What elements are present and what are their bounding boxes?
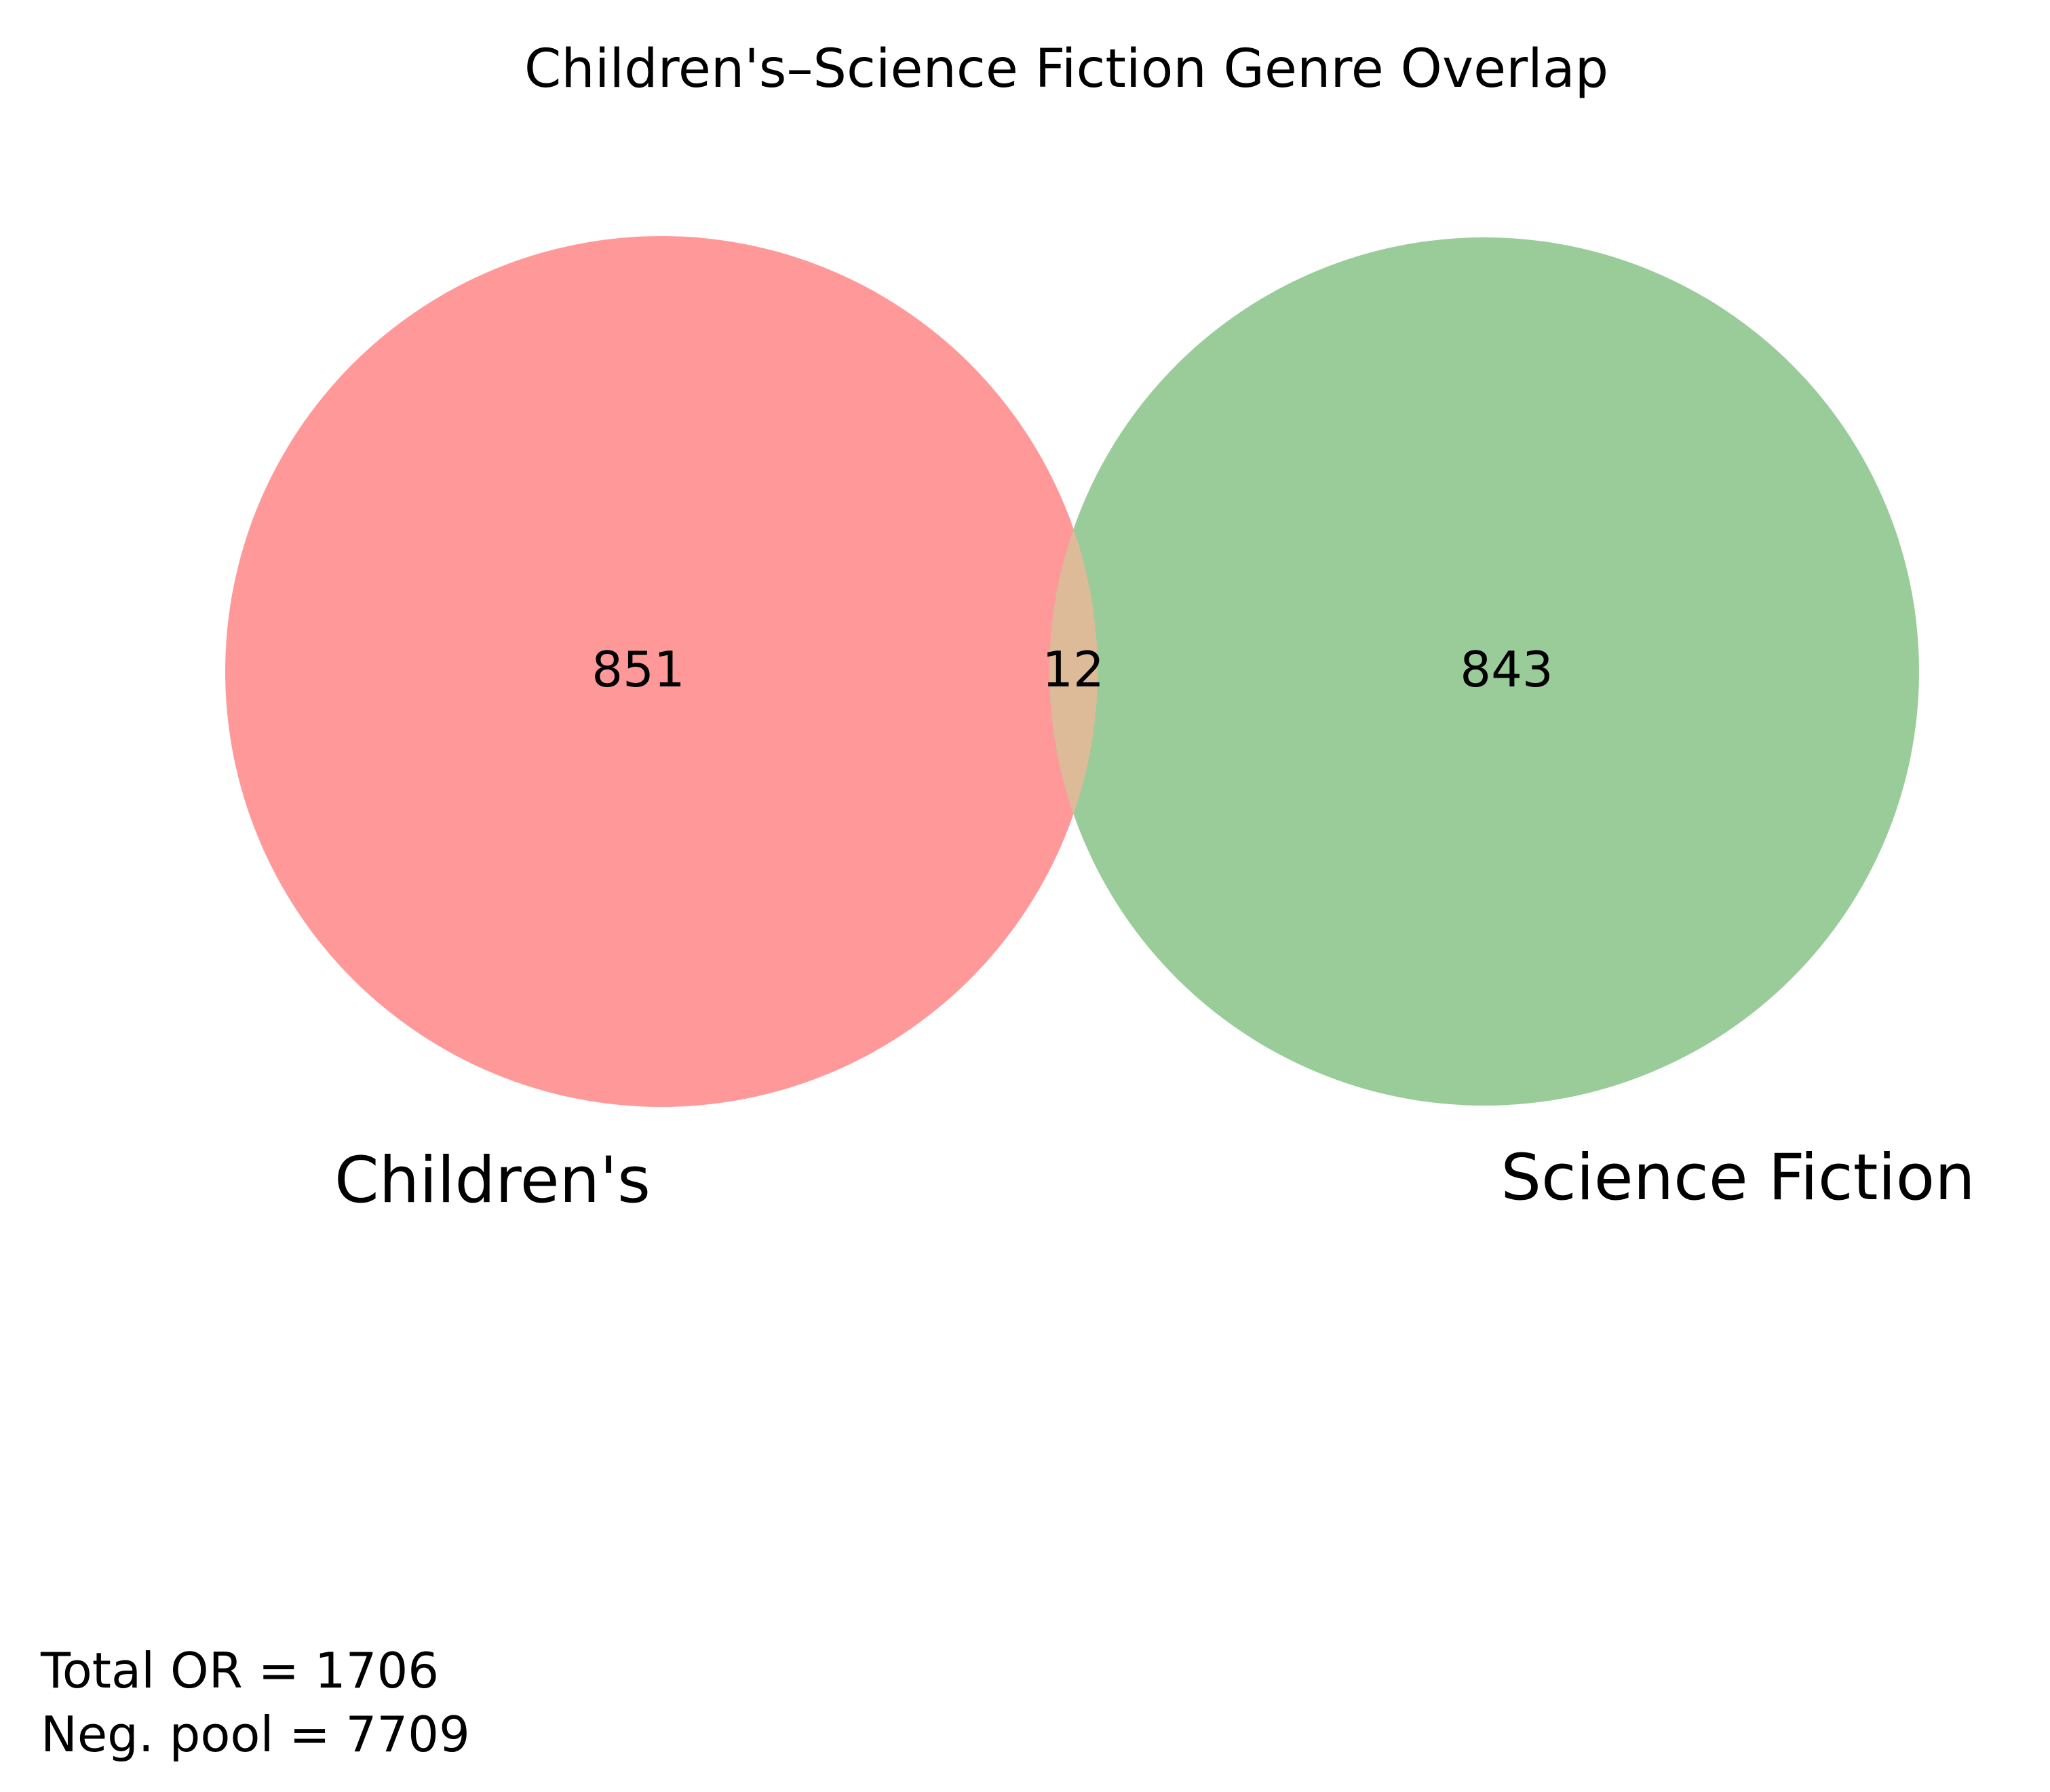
science-fiction-only-count: 843 — [1460, 641, 1553, 698]
intersection-count: 12 — [1042, 641, 1104, 698]
neg-pool-note: Neg. pool = 7709 — [41, 1706, 470, 1763]
set-label-childrens: Children's — [334, 1144, 651, 1218]
circle-science-fiction — [1049, 237, 1919, 1106]
childrens-only-count: 851 — [592, 641, 684, 698]
circle-childrens — [225, 236, 1098, 1107]
diagram-title: Children's–Science Fiction Genre Overlap — [524, 39, 1608, 100]
set-label-science-fiction: Science Fiction — [1501, 1141, 1975, 1215]
total-or-note: Total OR = 1706 — [40, 1642, 439, 1699]
